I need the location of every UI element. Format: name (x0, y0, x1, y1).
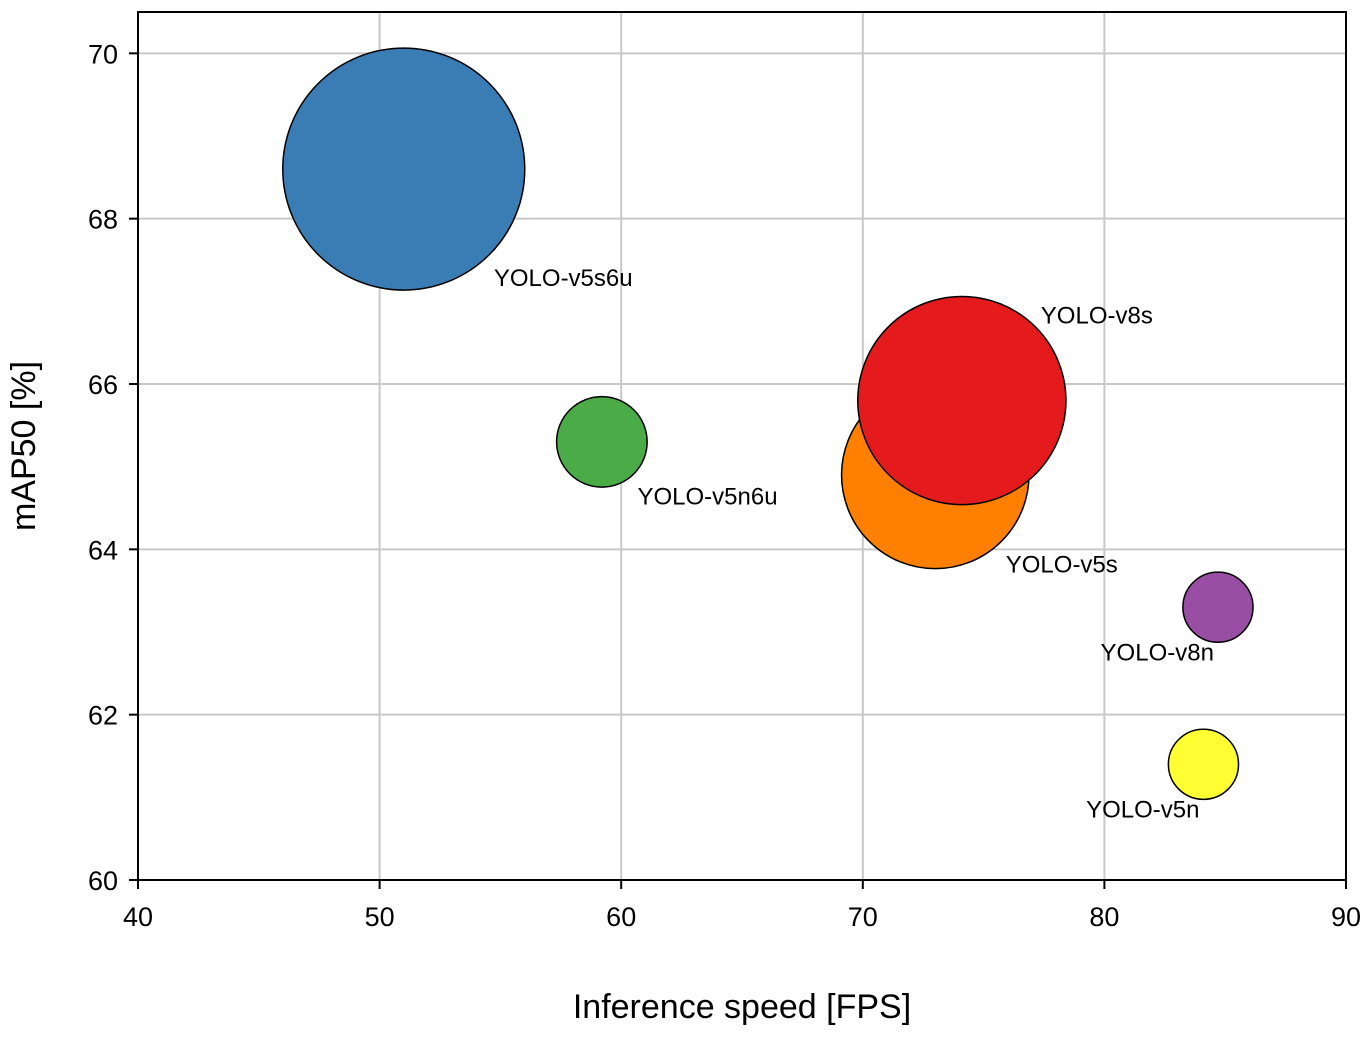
y-axis-title: mAP50 [%] (5, 361, 43, 531)
point-label: YOLO-v5n (1086, 796, 1199, 823)
x-tick-label: 60 (606, 902, 636, 932)
bubble-point (1167, 728, 1240, 801)
point-labels: YOLO-v5s6u YOLO-v5n6u YOLO-v5s YOLO-v8s YOLO… (494, 265, 1214, 823)
x-axis-title: Inference speed [FPS] (573, 988, 911, 1026)
x-tick-label: 50 (365, 902, 395, 932)
x-tick-label: 70 (848, 902, 878, 932)
x-tick-label: 40 (123, 902, 153, 932)
y-tick-label: 62 (88, 701, 118, 731)
grid (138, 12, 1346, 880)
x-tick-label: 90 (1331, 902, 1361, 932)
y-tick-label: 66 (88, 370, 118, 400)
point-label: YOLO-v5s (1006, 551, 1118, 578)
point-label: YOLO-v8n (1101, 639, 1214, 666)
bubble-point (555, 395, 648, 488)
plot-frame (137, 11, 1347, 881)
bubble-point (282, 47, 526, 291)
y-tick-label: 68 (88, 205, 118, 235)
point-label: YOLO-v5s6u (494, 265, 633, 292)
y-tick-label: 60 (88, 866, 118, 896)
bubble-point (857, 295, 1067, 506)
bubbles (282, 47, 1254, 801)
axis-ticks: 40 50 60 70 80 90 60 62 64 66 68 70 (88, 39, 1361, 932)
y-tick-label: 64 (88, 535, 118, 565)
bubble-point (1182, 571, 1254, 644)
point-label: YOLO-v5n6u (637, 483, 777, 510)
x-tick-label: 80 (1089, 902, 1119, 932)
y-tick-label: 70 (88, 39, 118, 69)
point-label: YOLO-v8s (1041, 303, 1153, 330)
